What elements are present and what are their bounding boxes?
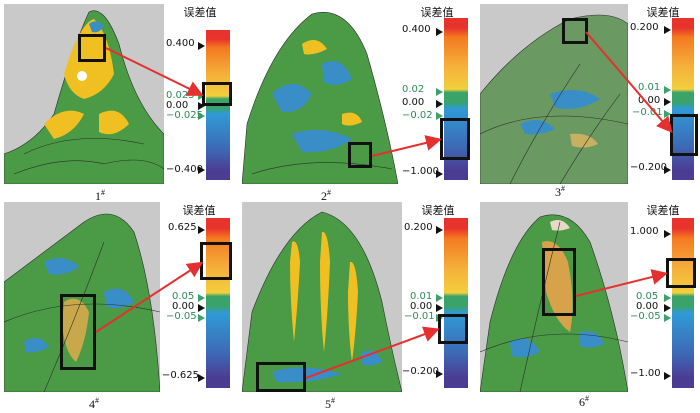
scale-pos-threshold-label: 0.01 bbox=[410, 291, 433, 302]
region-box-surface bbox=[78, 34, 106, 62]
scale-zero-label: 0.00 bbox=[638, 95, 661, 106]
panel-4: 误差值 0.625 0.05 0.00 −0.05 −0.625 bbox=[4, 202, 238, 392]
region-box-surface bbox=[60, 294, 96, 370]
scale-neg-threshold-label: −0.01 bbox=[632, 107, 663, 118]
region-box-surface bbox=[562, 18, 588, 44]
region-box-scale bbox=[438, 314, 468, 344]
scale-title: 误差值 bbox=[646, 204, 680, 217]
scale-zero-label: 0.00 bbox=[166, 100, 189, 111]
scale-title: 误差值 bbox=[646, 6, 680, 19]
scale-max-label: 1.000 bbox=[630, 226, 659, 237]
region-box-scale bbox=[202, 82, 232, 106]
scale-max-label: 0.400 bbox=[166, 38, 195, 49]
panel-3: 误差值 0.200 0.01 0.00 −0.01 −0.200 bbox=[480, 4, 698, 184]
scale-neg-threshold-label: −0.05 bbox=[166, 311, 197, 322]
scale-title: 误差值 bbox=[182, 204, 216, 217]
scale-max-label: 0.200 bbox=[404, 222, 433, 233]
caption-1: 1# bbox=[95, 188, 105, 203]
color-bar bbox=[672, 18, 694, 180]
caption-2: 2# bbox=[321, 188, 331, 203]
scale-title: 误差值 bbox=[183, 6, 217, 19]
color-scale-4: 误差值 0.625 0.05 0.00 −0.05 −0.625 bbox=[162, 202, 236, 392]
caption-4: 4# bbox=[89, 396, 99, 411]
scale-max-label: 0.625 bbox=[168, 222, 197, 233]
scale-title: 误差值 bbox=[420, 6, 454, 19]
scale-pos-threshold-label: 0.01 bbox=[638, 82, 661, 93]
scale-min-label: −0.625 bbox=[162, 370, 200, 381]
scale-min-label: −1.00 bbox=[630, 368, 661, 379]
panel-5: 误差值 0.200 0.01 0.00 −0.01 −0.200 bbox=[242, 202, 476, 392]
scale-min-label: −0.400 bbox=[166, 164, 204, 175]
surface-render-4 bbox=[4, 202, 160, 392]
color-bar bbox=[444, 18, 468, 180]
surface-render-3 bbox=[480, 4, 628, 184]
region-box-scale bbox=[200, 242, 232, 280]
caption-3: 3# bbox=[555, 184, 565, 199]
region-box-surface bbox=[256, 362, 306, 392]
color-bar bbox=[444, 218, 468, 388]
scale-min-label: −0.200 bbox=[630, 162, 668, 173]
surface-render-1 bbox=[4, 4, 164, 184]
caption-6: 6# bbox=[579, 394, 589, 409]
scale-min-label: −0.200 bbox=[402, 366, 440, 377]
region-box-scale bbox=[670, 114, 698, 156]
scale-zero-label: 0.00 bbox=[636, 301, 659, 312]
color-bar bbox=[672, 218, 694, 388]
panel-2: 误差值 0.400 0.02 0.00 −0.02 −1.000 bbox=[242, 4, 476, 184]
panel-6: 误差值 1.000 0.05 0.00 −0.05 −1.00 bbox=[480, 202, 698, 392]
scale-min-label: −1.000 bbox=[402, 166, 440, 177]
surface-render-6 bbox=[480, 202, 628, 392]
scale-neg-threshold-label: −0.025 bbox=[166, 110, 204, 121]
scale-max-label: 0.200 bbox=[630, 22, 659, 33]
scale-neg-threshold-label: −0.05 bbox=[630, 311, 661, 322]
surface-render-2 bbox=[242, 4, 398, 184]
scale-zero-label: 0.00 bbox=[410, 301, 433, 312]
region-box-scale bbox=[440, 118, 470, 160]
color-bar bbox=[206, 218, 230, 388]
panel-1: 误差值 0.400 0.025 0.00 −0.025 −0.400 bbox=[4, 4, 238, 184]
scale-neg-threshold-label: −0.01 bbox=[404, 311, 435, 322]
scale-neg-threshold-label: −0.02 bbox=[402, 110, 433, 121]
scale-title: 误差值 bbox=[421, 204, 455, 217]
scale-max-label: 0.400 bbox=[402, 24, 431, 35]
scale-zero-label: 0.00 bbox=[402, 97, 425, 108]
color-scale-6: 误差值 1.000 0.05 0.00 −0.05 −1.00 bbox=[628, 202, 698, 392]
color-scale-5: 误差值 0.200 0.01 0.00 −0.01 −0.200 bbox=[402, 202, 474, 392]
region-box-surface bbox=[542, 248, 576, 316]
caption-5: 5# bbox=[325, 396, 335, 411]
scale-pos-threshold-label: 0.02 bbox=[402, 84, 425, 95]
region-box-scale bbox=[666, 258, 696, 288]
region-box-surface bbox=[348, 142, 372, 168]
color-scale-3: 误差值 0.200 0.01 0.00 −0.01 −0.200 bbox=[628, 4, 698, 184]
scale-pos-threshold-label: 0.025 bbox=[166, 90, 195, 101]
